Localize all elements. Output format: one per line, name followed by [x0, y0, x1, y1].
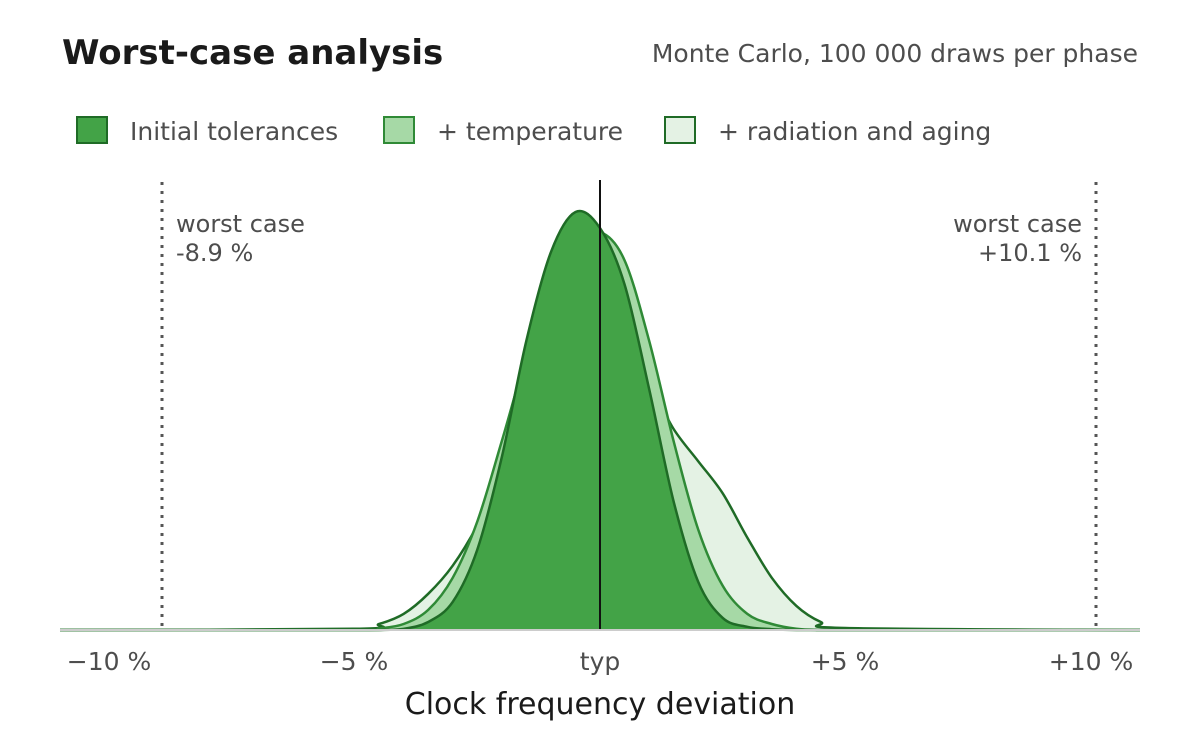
x-tick-label-plus10: +10 % — [1049, 647, 1133, 676]
legend-swatch-initial — [76, 116, 108, 144]
legend-swatch-temperature — [383, 116, 415, 144]
worst-case-low-label-line1: worst case — [176, 210, 305, 238]
legend: Initial tolerances + temperature + radia… — [76, 116, 991, 146]
x-tick-label-minus5: −5 % — [320, 647, 389, 676]
x-tick-label-typ: typ — [580, 647, 620, 676]
x-axis-ticks: −10 % −5 % typ +5 % +10 % — [67, 647, 1133, 676]
chart-title: Worst-case analysis — [62, 33, 443, 73]
x-tick-label-plus5: +5 % — [811, 647, 880, 676]
worst-case-high-label-line1: worst case — [953, 210, 1082, 238]
legend-swatch-radiation — [664, 116, 696, 144]
chart-subtitle: Monte Carlo, 100 000 draws per phase — [652, 39, 1138, 68]
worst-case-low-label-line2: -8.9 % — [176, 239, 253, 267]
legend-label-radiation: + radiation and aging — [718, 117, 991, 146]
legend-label-temperature: + temperature — [437, 117, 623, 146]
x-axis-title: Clock frequency deviation — [405, 687, 795, 722]
plot-area: worst case -8.9 % worst case +10.1 % −10… — [59, 180, 1141, 722]
legend-label-initial: Initial tolerances — [130, 117, 338, 146]
x-tick-label-minus10: −10 % — [67, 647, 151, 676]
worst-case-high-label-line2: +10.1 % — [978, 239, 1082, 267]
